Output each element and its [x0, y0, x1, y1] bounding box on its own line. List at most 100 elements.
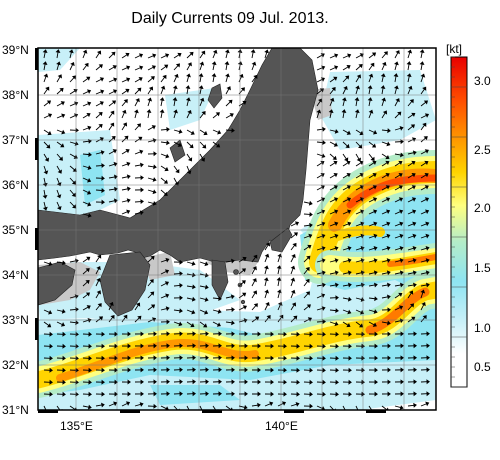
current-arrowhead — [400, 343, 404, 349]
current-arrowhead — [48, 309, 53, 315]
current-arrow — [329, 129, 336, 132]
current-arrowhead — [387, 367, 391, 373]
current-arrow — [368, 153, 374, 159]
current-arrowhead — [321, 306, 326, 311]
current-arrowhead — [413, 367, 417, 373]
current-arrowhead — [164, 281, 169, 286]
current-arrowhead — [56, 61, 61, 66]
current-arrow — [368, 174, 375, 179]
lat-label: 31°N — [2, 403, 29, 417]
current-arrow — [355, 321, 362, 326]
current-arrow — [134, 138, 141, 143]
current-arrowhead — [425, 221, 430, 227]
current-arrow — [225, 114, 232, 119]
current-arrow — [147, 139, 154, 143]
current-arrowhead — [147, 97, 153, 102]
current-arrowhead — [399, 233, 404, 239]
current-arrow — [342, 88, 347, 95]
current-arrowhead — [372, 197, 378, 202]
current-arrow — [43, 76, 47, 83]
current-arrowhead — [296, 355, 300, 361]
current-arrow — [121, 188, 128, 191]
current-arrow — [108, 101, 115, 107]
current-arrow — [290, 268, 294, 275]
current-arrowhead — [358, 64, 363, 69]
current-arrow — [420, 403, 427, 407]
current-arrowhead — [99, 77, 104, 82]
current-arrowhead — [270, 355, 274, 361]
current-arrow — [381, 321, 388, 324]
current-arrowhead — [425, 233, 430, 239]
current-arrow — [394, 174, 401, 179]
current-arrow — [329, 112, 332, 119]
current-arrow — [407, 284, 414, 287]
current-arrowhead — [87, 165, 92, 170]
current-arrowhead — [100, 89, 105, 95]
current-arrow — [355, 65, 361, 71]
lat-lon-grid — [38, 48, 436, 410]
current-arrow — [355, 247, 362, 251]
current-arrow — [368, 76, 372, 83]
current-arrow — [108, 150, 115, 155]
current-arrow — [82, 64, 88, 71]
current-arrowhead — [322, 140, 326, 146]
current-arrow — [43, 52, 46, 59]
current-arrow — [407, 198, 414, 203]
current-arrowhead — [422, 315, 427, 320]
current-arrow — [69, 296, 76, 299]
current-arrow — [264, 244, 269, 251]
current-arrow — [160, 141, 168, 144]
current-arrowhead — [86, 256, 91, 261]
current-arrowhead — [42, 206, 48, 211]
current-arrowhead — [226, 86, 231, 91]
current-arrowhead — [205, 379, 209, 385]
current-arrowhead — [419, 49, 425, 54]
current-arrow — [329, 89, 335, 95]
current-arrowhead — [334, 128, 339, 134]
current-arrowhead — [162, 74, 167, 80]
current-arrow — [407, 52, 411, 59]
current-arrow — [225, 64, 228, 71]
current-arrowhead — [385, 173, 390, 178]
current-arrowhead — [359, 173, 364, 178]
current-arrow — [186, 165, 190, 172]
current-arrow — [368, 141, 375, 147]
current-arrowhead — [152, 189, 157, 195]
current-arrow — [56, 64, 60, 71]
current-arrowhead — [241, 280, 246, 285]
current-arrowhead — [163, 64, 169, 69]
current-arrowhead — [164, 53, 170, 58]
frame-tick — [38, 410, 58, 413]
current-arrow — [69, 52, 72, 59]
current-arrow — [108, 403, 115, 407]
current-arrow — [342, 174, 349, 179]
current-arrow — [368, 129, 375, 133]
current-arrowhead — [205, 367, 209, 373]
current-arrowhead — [359, 185, 364, 190]
current-arrow — [147, 165, 154, 168]
current-arrowhead — [160, 85, 166, 90]
frame-tick — [35, 228, 38, 250]
current-arrowhead — [266, 315, 271, 320]
current-arrow — [56, 102, 63, 107]
current-arrow — [56, 189, 60, 196]
current-arrowhead — [204, 261, 209, 267]
current-arrow — [82, 306, 89, 311]
current-arrowhead — [386, 270, 391, 276]
current-arrowhead — [146, 109, 152, 113]
current-arrowhead — [367, 97, 373, 102]
current-arrowhead — [212, 49, 218, 54]
current-arrow — [316, 295, 323, 299]
current-arrowhead — [166, 140, 170, 146]
current-arrow — [147, 177, 154, 181]
current-arrowhead — [253, 74, 258, 80]
current-arrow — [69, 90, 76, 95]
current-arrow — [225, 321, 233, 324]
current-arrowhead — [413, 391, 417, 397]
current-arrow — [316, 405, 323, 409]
current-arrow — [69, 260, 76, 263]
current-arrow — [355, 112, 358, 119]
current-arrow — [329, 223, 336, 227]
current-arrow — [69, 405, 76, 410]
current-arrowhead — [333, 197, 339, 202]
